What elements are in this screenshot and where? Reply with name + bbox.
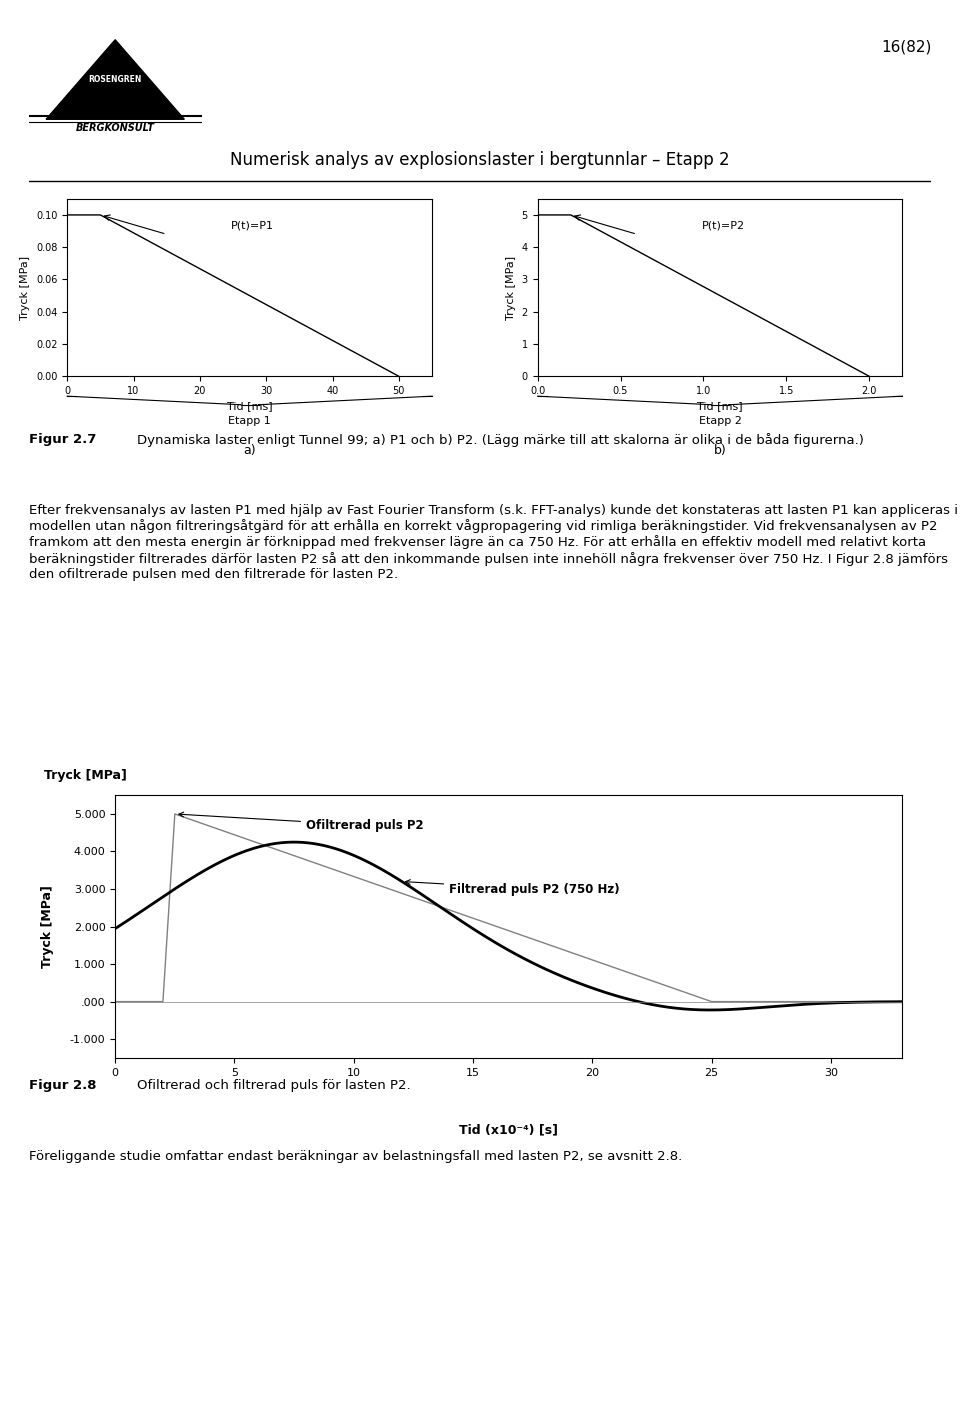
Text: Etapp 2: Etapp 2: [699, 416, 741, 426]
Polygon shape: [46, 40, 184, 119]
Text: Filtrerad puls P2 (750 Hz): Filtrerad puls P2 (750 Hz): [405, 879, 620, 896]
Text: b): b): [713, 443, 727, 457]
Text: P(t)=P1: P(t)=P1: [231, 220, 275, 230]
Text: Tid (x10⁻⁴) [s]: Tid (x10⁻⁴) [s]: [459, 1123, 559, 1136]
Text: Föreliggande studie omfattar endast beräkningar av belastningsfall med lasten P2: Föreliggande studie omfattar endast berä…: [29, 1150, 682, 1163]
Text: Figur 2.7: Figur 2.7: [29, 433, 96, 446]
Text: BERGKONSULT: BERGKONSULT: [76, 124, 155, 133]
Text: Figur 2.8: Figur 2.8: [29, 1079, 96, 1092]
Text: a): a): [243, 443, 256, 457]
Text: Ofiltrerad puls P2: Ofiltrerad puls P2: [179, 812, 423, 832]
Y-axis label: Tryck [MPa]: Tryck [MPa]: [506, 256, 516, 320]
Text: Etapp 1: Etapp 1: [228, 416, 271, 426]
X-axis label: Tid [ms]: Tid [ms]: [697, 402, 743, 412]
Y-axis label: Tryck [MPa]: Tryck [MPa]: [20, 256, 31, 320]
Text: ROSENGREN: ROSENGREN: [88, 75, 142, 84]
X-axis label: Tid [ms]: Tid [ms]: [227, 402, 273, 412]
Text: 16(82): 16(82): [881, 40, 931, 55]
Text: P(t)=P2: P(t)=P2: [702, 220, 745, 230]
Text: Tryck [MPa]: Tryck [MPa]: [41, 885, 55, 968]
Text: Ofiltrerad och filtrerad puls för lasten P2.: Ofiltrerad och filtrerad puls för lasten…: [137, 1079, 411, 1092]
Text: Tryck [MPa]: Tryck [MPa]: [44, 770, 128, 782]
Text: Numerisk analys av explosionslaster i bergtunnlar – Etapp 2: Numerisk analys av explosionslaster i be…: [230, 151, 730, 169]
Text: Dynamiska laster enligt Tunnel 99; a) P1 och b) P2. (Lägg märke till att skalorn: Dynamiska laster enligt Tunnel 99; a) P1…: [137, 433, 864, 447]
Text: Efter frekvensanalys av lasten P1 med hjälp av Fast Fourier Transform (s.k. FFT-: Efter frekvensanalys av lasten P1 med hj…: [29, 504, 958, 581]
